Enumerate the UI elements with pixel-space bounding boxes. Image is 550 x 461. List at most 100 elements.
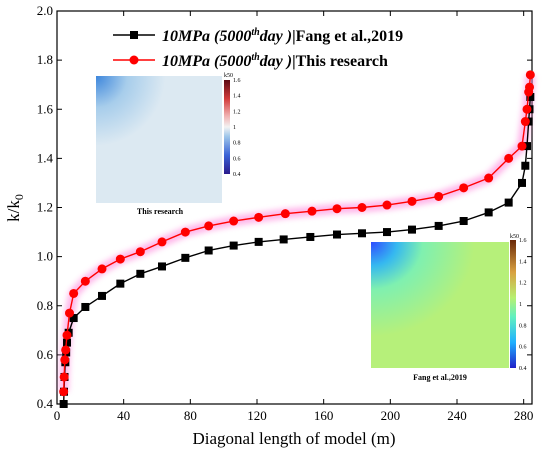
data-point-fang xyxy=(459,217,468,226)
data-point-this-research xyxy=(434,191,444,201)
x-tick-label: 160 xyxy=(314,408,334,423)
colorbar-tick-label: 0.6 xyxy=(233,156,241,162)
data-point-fang xyxy=(518,178,526,187)
x-tick-label: 280 xyxy=(514,408,534,423)
data-point-this-research xyxy=(520,117,530,127)
data-point-this-research xyxy=(97,264,107,274)
data-point-fang xyxy=(98,291,106,300)
data-point-this-research xyxy=(59,372,69,382)
data-point-fang xyxy=(521,161,530,170)
data-point-fang xyxy=(279,235,288,244)
data-point-fang xyxy=(306,232,315,241)
data-point-this-research xyxy=(115,254,125,264)
data-point-this-research xyxy=(504,153,514,163)
data-point-fang xyxy=(434,221,443,230)
colorbar-tick-label: 1 xyxy=(233,125,236,131)
data-point-this-research xyxy=(407,196,417,206)
data-point-this-research xyxy=(62,330,72,340)
colorbar-tick-label: 1.4 xyxy=(233,94,241,100)
data-point-fang xyxy=(81,302,90,311)
colorbar-tick-label: 1.2 xyxy=(233,109,241,115)
legend-marker-this-research xyxy=(129,55,139,65)
x-tick-label: 200 xyxy=(381,408,401,423)
data-point-fang xyxy=(69,314,78,323)
y-tick-label: 1.6 xyxy=(37,101,54,116)
data-point-this-research xyxy=(332,204,342,214)
data-point-fang xyxy=(204,246,213,255)
inset-caption-this-research: This research xyxy=(137,207,184,216)
y-axis-ticks: 0.4 0.6 0.8 1.0 1.2 1.4 1.6 1.8 2.0 xyxy=(37,3,532,411)
data-point-fang xyxy=(158,262,166,271)
colorbar-tick-label: 0.4 xyxy=(233,172,241,178)
y-tick-label: 1.4 xyxy=(37,150,54,165)
x-tick-label: 240 xyxy=(447,408,467,423)
data-point-this-research xyxy=(357,203,367,212)
series-layer xyxy=(59,70,535,408)
data-point-fang xyxy=(408,225,416,234)
colorbar-tick-label: 0.6 xyxy=(519,345,527,351)
data-point-fang xyxy=(254,237,263,246)
x-tick-label: 120 xyxy=(247,408,267,423)
data-point-fang xyxy=(523,142,531,151)
data-point-this-research xyxy=(80,276,90,286)
data-point-this-research xyxy=(135,247,145,257)
data-point-fang xyxy=(116,279,125,288)
data-point-fang xyxy=(358,229,366,238)
data-point-this-research xyxy=(525,82,534,92)
data-point-fang xyxy=(59,400,68,408)
y-tick-label: 0.4 xyxy=(37,396,54,411)
colorbar-tick-label: 0.8 xyxy=(519,323,527,329)
data-point-this-research xyxy=(69,288,79,298)
data-point-this-research xyxy=(229,216,239,226)
inset-colorbar-ticks: 1.6 1.4 1.2 1 0.8 0.6 0.4 xyxy=(233,78,241,178)
legend-label-fang: 10MPa (5000thday )|Fang et al.,2019 xyxy=(162,27,403,45)
data-point-this-research xyxy=(522,104,532,114)
x-axis-ticks: 0 40 80 120 160 200 240 280 xyxy=(54,11,534,423)
inset-fang: k50 1.6 1.4 1.2 1 0.8 0.6 0.4 Fang et al.,2019 xyxy=(371,234,527,382)
data-point-this-research xyxy=(204,221,214,231)
data-point-this-research xyxy=(307,206,317,216)
y-tick-label: 1.2 xyxy=(37,200,53,215)
data-point-fang xyxy=(526,92,535,101)
colorbar-tick-label: 1.2 xyxy=(519,281,527,287)
data-point-this-research xyxy=(59,387,69,397)
x-tick-label: 0 xyxy=(54,408,61,423)
data-point-this-research xyxy=(254,212,264,222)
data-point-fang xyxy=(333,230,341,239)
data-point-this-research xyxy=(525,70,535,80)
colorbar-tick-label: 0.8 xyxy=(233,141,241,147)
inset-colorbar-title: k50 xyxy=(224,73,233,79)
data-point-this-research xyxy=(157,237,167,247)
data-point-this-research xyxy=(382,200,392,210)
data-point-this-research xyxy=(180,227,190,237)
data-point-this-research xyxy=(65,308,74,318)
x-axis-label: Diagonal length of model (m) xyxy=(192,429,395,448)
legend-marker-fang xyxy=(130,31,138,39)
inset-this-research: k50 1.6 1.4 1.2 1 0.8 0.6 0.4 This research xyxy=(96,73,241,216)
y-tick-label: 1.0 xyxy=(37,249,53,264)
inset-colorbar-ticks: 1.6 1.4 1.2 1 0.8 0.6 0.4 xyxy=(519,238,527,372)
data-point-this-research xyxy=(280,209,290,219)
colorbar-tick-label: 1 xyxy=(519,302,522,308)
data-point-fang xyxy=(229,241,238,250)
legend-label-this-research: 10MPa (5000thday )|This research xyxy=(162,52,388,70)
colorbar-tick-label: 1.6 xyxy=(233,78,241,84)
inset-colorbar-fang xyxy=(510,240,516,368)
data-point-fang xyxy=(181,253,190,262)
x-tick-label: 80 xyxy=(184,408,197,423)
legend: 10MPa (5000thday )|Fang et al.,2019 10MP… xyxy=(113,27,403,70)
data-point-fang xyxy=(383,228,391,237)
colorbar-tick-label: 1.4 xyxy=(519,259,527,265)
data-point-fang xyxy=(504,198,513,207)
data-point-this-research xyxy=(484,173,494,183)
colorbar-tick-label: 0.4 xyxy=(519,366,527,372)
inset-colorbar-title: k50 xyxy=(510,234,519,240)
data-point-fang xyxy=(484,208,493,217)
y-tick-label: 0.8 xyxy=(37,298,53,313)
colorbar-tick-label: 1.6 xyxy=(519,238,527,244)
y-tick-label: 1.8 xyxy=(37,52,53,67)
data-point-this-research xyxy=(517,141,527,151)
inset-colorbar-this-research xyxy=(224,80,230,174)
data-point-this-research xyxy=(459,183,469,193)
